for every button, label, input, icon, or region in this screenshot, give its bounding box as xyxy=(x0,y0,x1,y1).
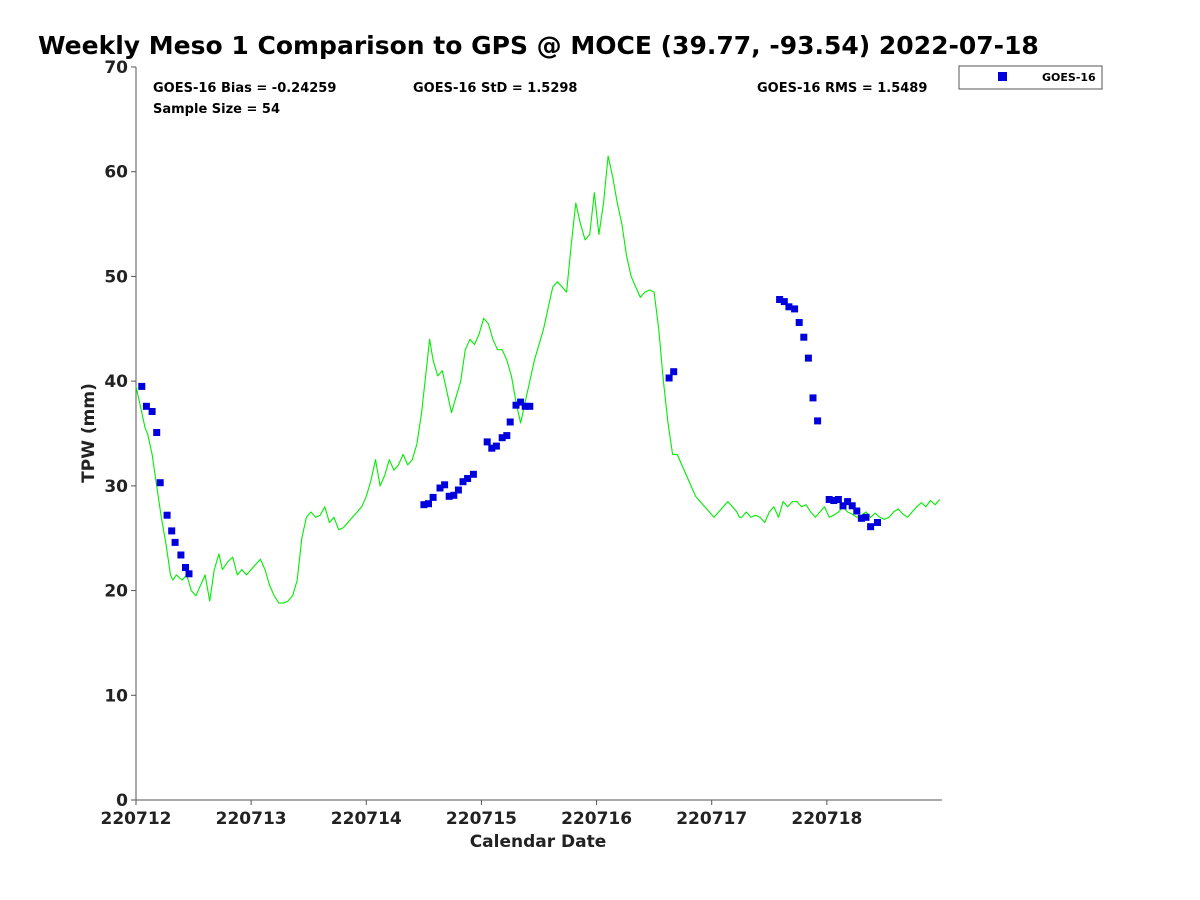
y-ticks: 0 10 20 30 40 50 60 70 xyxy=(104,58,136,811)
goes-16-point xyxy=(450,491,458,499)
x-tick-label: 220712 xyxy=(101,809,172,829)
std-stat: GOES-16 StD = 1.5298 xyxy=(413,81,577,96)
goes-16-point xyxy=(804,354,812,362)
goes-16-point xyxy=(503,432,511,440)
goes-16-point xyxy=(441,481,449,489)
goes-16-point xyxy=(185,570,193,578)
gps-series xyxy=(135,155,941,604)
goes-16-point xyxy=(459,478,467,486)
goes-16-point xyxy=(492,442,500,450)
goes-16-point xyxy=(171,538,179,546)
goes-16-point xyxy=(168,527,176,535)
goes-16-point xyxy=(512,401,520,409)
goes-16-point xyxy=(182,564,189,571)
goes-16-point xyxy=(791,305,799,313)
goes-16-point xyxy=(857,514,865,522)
goes-16-point xyxy=(795,319,803,326)
goes-16-point xyxy=(425,500,432,508)
gps-line xyxy=(135,155,941,604)
goes-16-point xyxy=(844,498,852,506)
goes-16-point xyxy=(498,434,506,442)
x-tick-label: 220713 xyxy=(216,809,287,829)
goes-16-point xyxy=(800,333,808,341)
legend: GOES-16 xyxy=(958,65,1103,90)
goes-16-point xyxy=(469,470,477,478)
y-tick-label: 10 xyxy=(104,686,128,706)
goes-16-point xyxy=(834,496,842,503)
goes-16-point xyxy=(776,296,784,303)
goes-16-point xyxy=(665,374,673,382)
goes-16-point xyxy=(521,402,529,410)
goes-16-point xyxy=(517,398,525,406)
goes-16-point xyxy=(867,523,875,531)
x-tick-label: 220717 xyxy=(676,809,747,829)
goes-16-point xyxy=(138,382,146,390)
x-axis-label: Calendar Date xyxy=(470,832,607,852)
goes-16-point xyxy=(177,551,185,559)
goes-16-point xyxy=(483,438,491,446)
goes-16-point xyxy=(436,484,444,492)
goes-16-point xyxy=(148,408,156,415)
goes-16-point xyxy=(142,402,150,410)
goes-16-point xyxy=(874,519,881,526)
sample-size-stat: Sample Size = 54 xyxy=(153,102,280,117)
goes-16-point xyxy=(454,486,462,494)
bias-stat: GOES-16 Bias = -0.24259 xyxy=(153,81,336,96)
y-tick-label: 60 xyxy=(104,163,128,183)
goes-16-point xyxy=(464,475,472,482)
y-tick-label: 30 xyxy=(104,477,128,497)
goes-16-point xyxy=(429,493,437,501)
y-tick-label: 40 xyxy=(104,372,128,392)
y-tick-label: 0 xyxy=(116,791,128,811)
x-tick-label: 220716 xyxy=(561,809,632,829)
goes-16-point xyxy=(163,511,171,519)
x-tick-label: 220715 xyxy=(446,809,517,829)
x-ticks: 220712 220713 220714 220715 220716 220717 2207… xyxy=(101,800,862,829)
goes-16-point xyxy=(420,501,428,509)
goes-16-point xyxy=(785,303,793,311)
chart-title: Weekly Meso 1 Comparison to GPS @ MOCE (… xyxy=(38,31,1039,60)
goes-16-point xyxy=(853,507,861,515)
legend-marker-goes-16 xyxy=(998,72,1007,81)
goes-16-point xyxy=(814,417,822,425)
goes-16-point xyxy=(156,479,164,487)
rms-stat: GOES-16 RMS = 1.5489 xyxy=(757,81,927,96)
goes-16-point xyxy=(848,502,856,510)
goes-16-point xyxy=(506,418,514,426)
goes-16-point xyxy=(809,394,817,402)
y-axis-label: TPW (mm) xyxy=(79,383,99,483)
legend-box xyxy=(958,65,1103,90)
goes-16-point xyxy=(488,444,496,452)
plot-frame xyxy=(135,67,942,801)
goes-16-point xyxy=(839,502,847,510)
goes-16-point xyxy=(825,496,833,503)
x-tick-label: 220718 xyxy=(791,809,862,829)
y-tick-label: 70 xyxy=(104,58,128,78)
y-tick-label: 20 xyxy=(104,582,128,602)
goes-16-point xyxy=(862,513,870,521)
goes-16-point xyxy=(526,402,534,410)
goes-16-series xyxy=(138,296,881,578)
goes-16-point xyxy=(445,492,453,500)
x-tick-label: 220714 xyxy=(331,809,402,829)
goes-16-point xyxy=(153,429,161,436)
goes-16-point xyxy=(830,497,838,504)
legend-label-goes-16: GOES-16 xyxy=(1042,71,1096,84)
goes-16-point xyxy=(780,298,788,306)
goes-16-point xyxy=(670,368,678,376)
y-tick-label: 50 xyxy=(104,267,128,287)
